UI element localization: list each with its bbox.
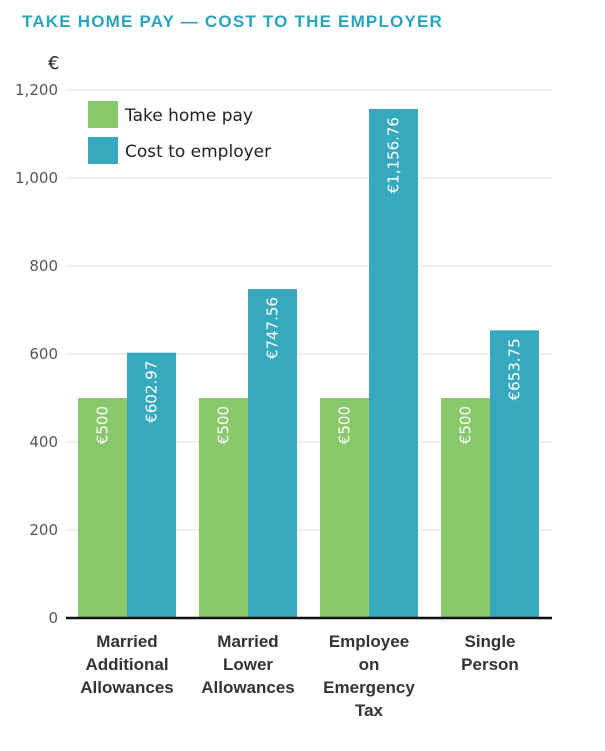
data-label: €500 <box>215 406 233 444</box>
bars: €500 €500 €500 €500 €602.97 €747.56 €1,156.76 €… <box>78 109 539 618</box>
axes: 0 200 400 600 800 1,000 1,200 € Married Additiona… <box>15 53 552 720</box>
x-tick-label: Married <box>217 632 278 651</box>
bar <box>199 398 248 618</box>
x-tick-label: Allowances <box>201 678 295 697</box>
bar <box>490 330 539 618</box>
data-label: €602.97 <box>143 361 161 423</box>
data-label: €500 <box>457 406 475 444</box>
bar <box>78 398 127 618</box>
bar <box>320 398 369 618</box>
legend-swatch <box>88 137 118 164</box>
data-label: €1,156.76 <box>385 117 403 193</box>
legend-swatch <box>88 101 118 128</box>
y-axis-unit: € <box>48 53 59 74</box>
chart-title: TAKE HOME PAY — COST TO THE EMPLOYER <box>22 12 444 31</box>
y-tick-label: 200 <box>29 521 58 539</box>
y-tick-label: 0 <box>48 609 58 627</box>
x-tick-label: Person <box>461 655 519 674</box>
y-tick-label: 800 <box>29 257 58 275</box>
x-tick-label: Married <box>96 632 157 651</box>
data-label: €747.56 <box>264 297 282 359</box>
data-label: €653.75 <box>506 338 524 400</box>
bar <box>441 398 490 618</box>
x-tick-label: Additional <box>85 655 168 674</box>
x-tick-label: Lower <box>223 655 273 674</box>
x-tick-label: Emergency <box>323 678 415 697</box>
x-tick-label: Single <box>464 632 515 651</box>
bar <box>248 289 297 618</box>
y-tick-label: 1,000 <box>15 169 58 187</box>
x-tick-label: on <box>359 655 380 674</box>
legend-label: Cost to employer <box>125 142 271 162</box>
bar <box>127 352 176 618</box>
y-tick-label: 400 <box>29 433 58 451</box>
y-tick-label: 600 <box>29 345 58 363</box>
y-tick-label: 1,200 <box>15 81 58 99</box>
legend-label: Take home pay <box>124 106 253 126</box>
x-tick-label: Tax <box>355 701 384 720</box>
legend: Take home pay Cost to employer <box>88 101 271 164</box>
bar <box>369 109 418 618</box>
data-label: €500 <box>336 406 354 444</box>
data-label: €500 <box>94 406 112 444</box>
x-tick-label: Employee <box>329 632 409 651</box>
x-tick-label: Allowances <box>80 678 174 697</box>
